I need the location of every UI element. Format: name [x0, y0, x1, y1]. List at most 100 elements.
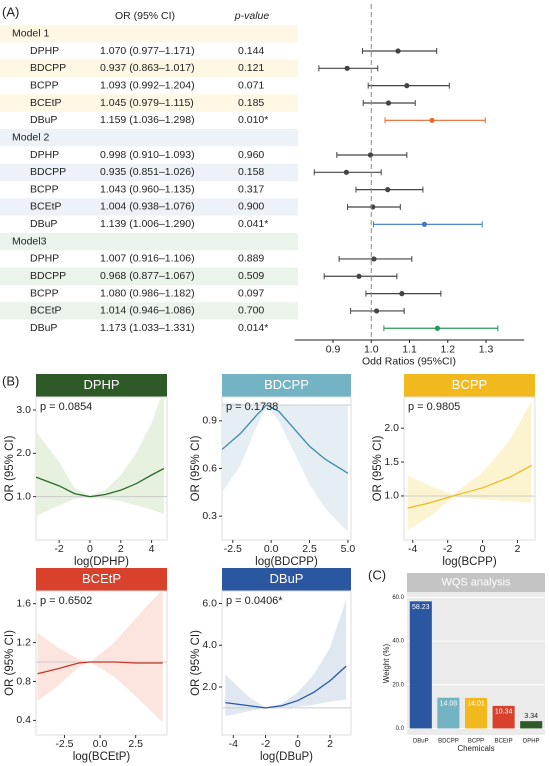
bar: [437, 697, 460, 729]
estimate-point: [343, 169, 349, 175]
p-value: p = 0.1738: [226, 401, 278, 413]
row-label: BCPP: [30, 79, 59, 91]
x-tick-label: 5.0: [341, 543, 356, 555]
group-label: Model 1: [12, 27, 50, 39]
group-label: Model3: [12, 235, 47, 247]
row-band: [0, 59, 298, 77]
y-tick-label: 0.3: [202, 510, 217, 522]
plot-content: [36, 397, 167, 517]
x-tick-label: -4: [229, 738, 238, 750]
row-label: DBuP: [30, 114, 57, 126]
p-text: 0.041*: [238, 218, 268, 230]
or-text: 1.159 (1.036–1.298): [100, 114, 195, 126]
plot-title: WQS analysis: [441, 576, 511, 588]
p-text: 0.158: [238, 166, 264, 178]
x-tick-label: DBuP: [413, 739, 429, 745]
y-tick-label: 6.0: [202, 597, 217, 609]
ci-band: [407, 401, 532, 530]
x-tick-label: 2: [515, 543, 521, 555]
or-text: 1.043 (0.960–1.135): [100, 183, 195, 195]
p-text: 0.509: [238, 270, 264, 282]
column-header: p-value: [234, 10, 270, 22]
x-tick-label: 0.0: [264, 543, 279, 555]
curve: [37, 661, 163, 675]
y-tick-label: 40.0: [392, 639, 404, 645]
estimate-point: [385, 100, 392, 106]
title-bar: [222, 568, 351, 591]
p-value: p = 0.0854: [40, 401, 92, 413]
title-bar: [407, 573, 545, 592]
y-axis-label: Weight (%): [382, 643, 391, 683]
estimate-point: [399, 291, 405, 297]
x-tick-label: 1.0: [364, 344, 379, 356]
x-tick-label: 4: [149, 543, 155, 555]
y-axis-label: OR (95% CI): [372, 435, 384, 501]
estimate-point: [404, 83, 410, 89]
y-axis-label: OR (95% CI): [190, 630, 202, 696]
or-text: 1.045 (0.979–1.115): [100, 97, 194, 109]
row-label: DPHP: [30, 149, 59, 161]
x-tick-label: 1.1: [402, 344, 417, 356]
x-tick-label: DPHP: [523, 739, 540, 745]
x-tick-label: 2: [118, 543, 124, 555]
p-text: 0.960: [238, 149, 264, 161]
x-tick-label: 0: [480, 543, 486, 555]
y-tick-label: 0.6: [202, 462, 217, 474]
p-text: 0.889: [238, 253, 264, 265]
x-axis-label: log(DBuP): [260, 751, 313, 763]
p-value: p = 0.0406*: [226, 595, 283, 607]
x-tick-label: -2.5: [55, 738, 73, 750]
row-band: [0, 163, 298, 181]
row-label: DPHP: [30, 253, 59, 265]
value-label: 3.34: [524, 713, 538, 720]
y-tick-label: 2.0: [16, 447, 31, 459]
y-tick-label: 1.0: [384, 490, 399, 502]
y-tick-label: 1.2: [16, 636, 31, 648]
x-tick-label: 0: [87, 543, 93, 555]
title-bar: [36, 568, 167, 591]
x-tick-label: -2: [54, 543, 63, 555]
plot-title: DPHP: [83, 377, 119, 392]
or-text: 0.935 (0.851–1.026): [100, 166, 195, 178]
x-axis-label: Chemicals: [457, 744, 494, 753]
row-label: DPHP: [30, 45, 59, 57]
row-label: DBuP: [30, 218, 57, 230]
value-label: 10.34: [495, 709, 513, 716]
x-tick-label: -4: [408, 543, 417, 555]
x-tick-label: 0.9: [326, 344, 341, 356]
p-text: 0.900: [238, 201, 264, 213]
estimate-point: [395, 48, 401, 54]
ci-band: [225, 599, 347, 717]
x-tick-label: 1.3: [479, 344, 494, 356]
estimate-point: [344, 65, 350, 71]
ci-band: [37, 591, 163, 723]
p-text: 0.317: [238, 183, 264, 195]
p-text: 0.010*: [238, 114, 268, 126]
bar: [492, 705, 515, 729]
curve: [36, 467, 165, 498]
x-axis-label: log(BCEtP): [73, 751, 131, 763]
row-band: [0, 232, 298, 251]
value-label: 14.08: [440, 701, 458, 708]
x-tick-label: 0.0: [93, 738, 108, 750]
row-band: [0, 25, 298, 43]
or-text: 1.014 (0.946–1.086): [100, 305, 195, 317]
y-tick-label: 0.4: [16, 714, 31, 726]
value-label: 14.01: [467, 701, 485, 708]
plot-title: DBuP: [270, 571, 304, 586]
x-tick-label: -2: [261, 738, 270, 750]
plot-content: [36, 591, 167, 723]
or-text: 1.173 (1.033–1.331): [100, 322, 195, 334]
row-label: BCEtP: [30, 201, 62, 213]
plot-content: [222, 599, 351, 717]
y-tick-label: 0.8: [16, 675, 31, 687]
y-tick-label: 0.9: [202, 415, 217, 427]
title-bar: [222, 374, 351, 397]
or-text: 1.070 (0.977–1.171): [100, 45, 195, 57]
estimate-point: [356, 273, 362, 279]
value-label: 58.23: [412, 604, 430, 611]
or-text: 1.093 (0.992–1.204): [100, 79, 195, 91]
p-text: 0.071: [238, 79, 264, 91]
x-tick-label: 2: [327, 738, 333, 750]
panel-label: (C): [368, 567, 386, 582]
